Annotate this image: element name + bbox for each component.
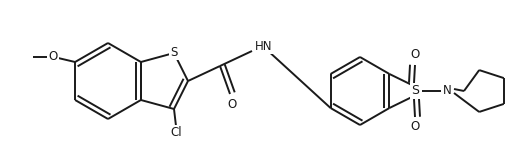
Text: S: S — [170, 45, 178, 59]
Text: N: N — [443, 84, 452, 97]
Text: O: O — [410, 120, 420, 133]
Text: O: O — [48, 51, 58, 64]
Text: O: O — [410, 49, 420, 61]
Text: S: S — [411, 84, 419, 97]
Text: O: O — [227, 97, 236, 111]
Text: HN: HN — [255, 39, 272, 52]
Text: Cl: Cl — [170, 126, 182, 140]
